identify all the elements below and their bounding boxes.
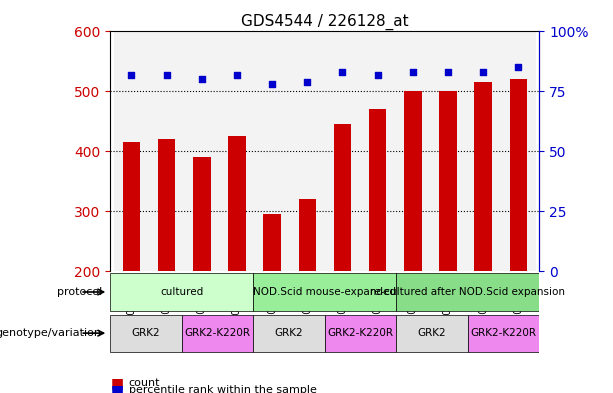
FancyBboxPatch shape xyxy=(397,274,539,310)
Bar xyxy=(430,31,466,272)
Text: count: count xyxy=(129,378,160,388)
Point xyxy=(373,72,383,78)
Bar xyxy=(264,215,281,391)
Point xyxy=(197,76,207,83)
Bar xyxy=(404,92,422,391)
FancyBboxPatch shape xyxy=(253,274,397,310)
Text: percentile rank within the sample: percentile rank within the sample xyxy=(129,385,316,393)
Text: cultured: cultured xyxy=(160,287,204,297)
Text: GRK2-K220R: GRK2-K220R xyxy=(471,328,537,338)
Bar xyxy=(325,31,360,272)
Point xyxy=(408,69,417,75)
FancyBboxPatch shape xyxy=(397,315,468,352)
Bar xyxy=(290,31,325,272)
FancyBboxPatch shape xyxy=(110,315,182,352)
Point xyxy=(302,79,312,85)
Bar xyxy=(228,136,246,391)
Bar xyxy=(254,31,290,272)
Bar xyxy=(360,31,395,272)
Point xyxy=(478,69,488,75)
Text: ■: ■ xyxy=(110,383,123,393)
Text: GRK2: GRK2 xyxy=(132,328,161,338)
Bar xyxy=(333,125,351,391)
Point xyxy=(443,69,453,75)
Bar xyxy=(149,31,184,272)
Text: GRK2: GRK2 xyxy=(275,328,303,338)
Text: protocol: protocol xyxy=(56,287,102,297)
Point xyxy=(162,72,172,78)
Bar xyxy=(184,31,219,272)
Bar xyxy=(369,109,386,391)
Bar xyxy=(219,31,254,272)
Point xyxy=(126,72,136,78)
FancyBboxPatch shape xyxy=(325,315,397,352)
Bar xyxy=(395,31,430,272)
Bar xyxy=(509,79,527,391)
Text: ■: ■ xyxy=(110,376,123,390)
Bar xyxy=(158,140,175,391)
Text: GRK2-K220R: GRK2-K220R xyxy=(327,328,394,338)
Bar xyxy=(474,83,492,391)
FancyBboxPatch shape xyxy=(468,315,539,352)
Bar xyxy=(439,92,457,391)
Title: GDS4544 / 226128_at: GDS4544 / 226128_at xyxy=(241,14,409,30)
Point xyxy=(338,69,348,75)
Text: GRK2-K220R: GRK2-K220R xyxy=(185,328,251,338)
Bar xyxy=(114,31,149,272)
Text: genotype/variation: genotype/variation xyxy=(0,328,102,338)
Bar xyxy=(466,31,501,272)
Bar xyxy=(299,199,316,391)
Text: NOD.Scid mouse-expanded: NOD.Scid mouse-expanded xyxy=(253,287,397,297)
FancyBboxPatch shape xyxy=(110,274,253,310)
Bar xyxy=(123,142,140,391)
Point xyxy=(514,64,524,71)
FancyBboxPatch shape xyxy=(182,315,253,352)
Point xyxy=(267,81,277,87)
FancyBboxPatch shape xyxy=(253,315,325,352)
Text: re-cultured after NOD.Scid expansion: re-cultured after NOD.Scid expansion xyxy=(370,287,565,297)
Bar xyxy=(501,31,536,272)
Point xyxy=(232,72,242,78)
Bar xyxy=(193,158,211,391)
Text: GRK2: GRK2 xyxy=(418,328,446,338)
